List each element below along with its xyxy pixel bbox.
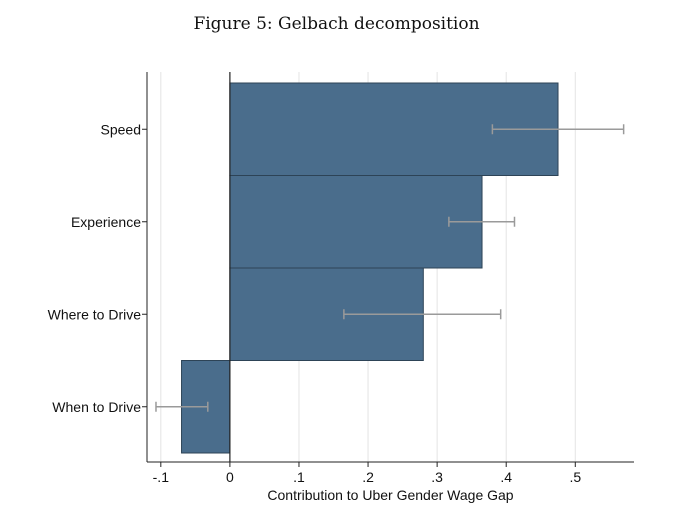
x-tick-label-0: -.1 — [153, 469, 170, 485]
x-tick-label-1: 0 — [226, 469, 234, 485]
y-tick-label-when-to-drive: When to Drive — [52, 399, 141, 415]
y-tick-label-experience: Experience — [71, 214, 141, 230]
x-tick-label-3: .2 — [362, 469, 374, 485]
figure-title: Figure 5: Gelbach decomposition — [193, 14, 480, 34]
error-bar-layer — [155, 124, 625, 412]
x-tick-label-5: .4 — [500, 469, 512, 485]
y-tick-label-speed: Speed — [101, 121, 141, 137]
x-tick-label-4: .3 — [431, 469, 443, 485]
x-tick-label-2: .1 — [293, 469, 305, 485]
axis-layer: Speed Experience Where to Drive When to Dri… — [48, 72, 634, 485]
x-axis-title: Contribution to Uber Gender Wage Gap — [267, 487, 513, 503]
x-tick-label-6: .5 — [569, 469, 581, 485]
y-tick-label-where-to-drive: Where to Drive — [48, 306, 142, 322]
bar-experience — [229, 175, 483, 269]
bar-layer — [181, 82, 559, 454]
